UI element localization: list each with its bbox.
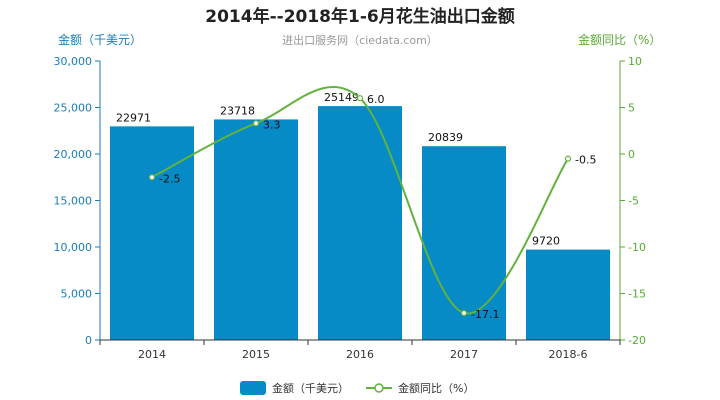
bar-value-label: 23718 — [220, 104, 255, 117]
legend-line-label: 金额同比（%） — [398, 381, 474, 395]
left-tick-label: 30,000 — [54, 55, 93, 68]
x-tick-label: 2016 — [346, 348, 374, 361]
left-tick-label: 20,000 — [54, 148, 93, 161]
chart-subtitle: 进出口服务网（ciedata.com） — [282, 33, 438, 47]
legend-bar-label: 金额（千美元） — [272, 381, 349, 395]
yoy-value-label: -17.1 — [471, 308, 499, 321]
bar — [110, 126, 194, 341]
right-tick-label: 0 — [628, 148, 635, 161]
legend-line-marker — [374, 383, 384, 393]
yoy-point — [356, 95, 364, 102]
x-tick-label: 2018-6 — [549, 348, 588, 361]
bar — [214, 119, 298, 340]
bar-value-label: 25149 — [324, 91, 359, 104]
bar — [422, 146, 506, 340]
bar-value-label: 9720 — [532, 235, 560, 248]
chart-title: 2014年--2018年1-6月花生油出口金额 — [205, 6, 514, 27]
right-tick-label: -10 — [628, 241, 646, 254]
legend: 金额（千美元） 金额同比（%） — [240, 381, 474, 395]
yoy-point — [148, 174, 156, 181]
bar — [526, 249, 610, 340]
left-tick-label: 25,000 — [54, 102, 93, 115]
yoy-point — [460, 309, 468, 317]
right-axis-title: 金额同比（%） — [578, 32, 661, 47]
yoy-value-label: 3.3 — [263, 118, 281, 131]
right-tick-label: -20 — [628, 334, 646, 347]
left-tick-label: 10,000 — [54, 241, 93, 254]
left-axis-title: 金额（千美元） — [58, 32, 142, 47]
bar — [318, 106, 402, 340]
x-tick-label: 2015 — [242, 348, 270, 361]
yoy-point — [564, 155, 572, 162]
yoy-point — [252, 120, 260, 127]
right-tick-label: 5 — [628, 102, 635, 115]
legend-bar-swatch — [240, 381, 266, 395]
right-tick-label: 10 — [628, 55, 642, 68]
x-tick-label: 2014 — [138, 348, 166, 361]
plot-area: 0 5,000 10,000 15,000 20,000 25,000 30,000 -20 -… — [54, 55, 646, 361]
left-tick-label: 5,000 — [61, 288, 93, 301]
x-tick-label: 2017 — [450, 348, 478, 361]
bar-value-label: 22971 — [116, 111, 151, 124]
yoy-value-label: -0.5 — [575, 154, 596, 167]
yoy-line — [151, 85, 569, 315]
yoy-value-label: -2.5 — [159, 172, 180, 185]
left-tick-label: 0 — [85, 334, 92, 347]
left-tick-label: 15,000 — [54, 195, 93, 208]
bar-value-label: 20839 — [428, 131, 463, 144]
yoy-value-label: 6.0 — [367, 93, 385, 106]
right-tick-label: -5 — [628, 195, 639, 208]
right-tick-label: -15 — [628, 288, 646, 301]
